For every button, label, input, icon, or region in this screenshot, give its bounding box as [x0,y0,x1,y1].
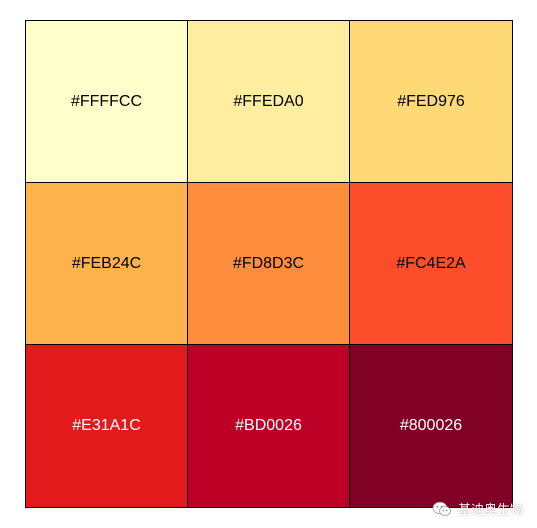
swatch-cell: #FC4E2A [350,183,512,345]
swatch-cell: #FD8D3C [188,183,350,345]
swatch-cell: #BD0026 [188,345,350,507]
swatch-label: #FFFFCC [70,92,143,110]
swatch-cell: #FFEDA0 [188,21,350,183]
swatch-label: #800026 [399,417,463,434]
watermark-text: 基迪奥生物 [457,503,523,518]
swatch-label: #FED976 [397,92,465,110]
color-swatch-grid: #FFFFCC #FFEDA0 #FED976 #FEB24C #FD8D3C … [25,20,513,508]
swatch-label: #FC4E2A [396,254,466,272]
swatch-cell: #FFFFCC [26,21,188,183]
swatch-label: #FFEDA0 [233,92,304,110]
swatch-label: #FD8D3C [232,254,305,272]
swatch-cell: #FED976 [350,21,512,183]
watermark: 基迪奥生物 [432,499,523,518]
wechat-icon [432,501,452,517]
swatch-cell: #FEB24C [26,183,188,345]
swatch-cell: #800026 [350,345,512,507]
swatch-label: #E31A1C [72,417,141,434]
swatch-label: #FEB24C [71,254,142,272]
swatch-cell: #E31A1C [26,345,188,507]
swatch-label: #BD0026 [235,417,302,434]
